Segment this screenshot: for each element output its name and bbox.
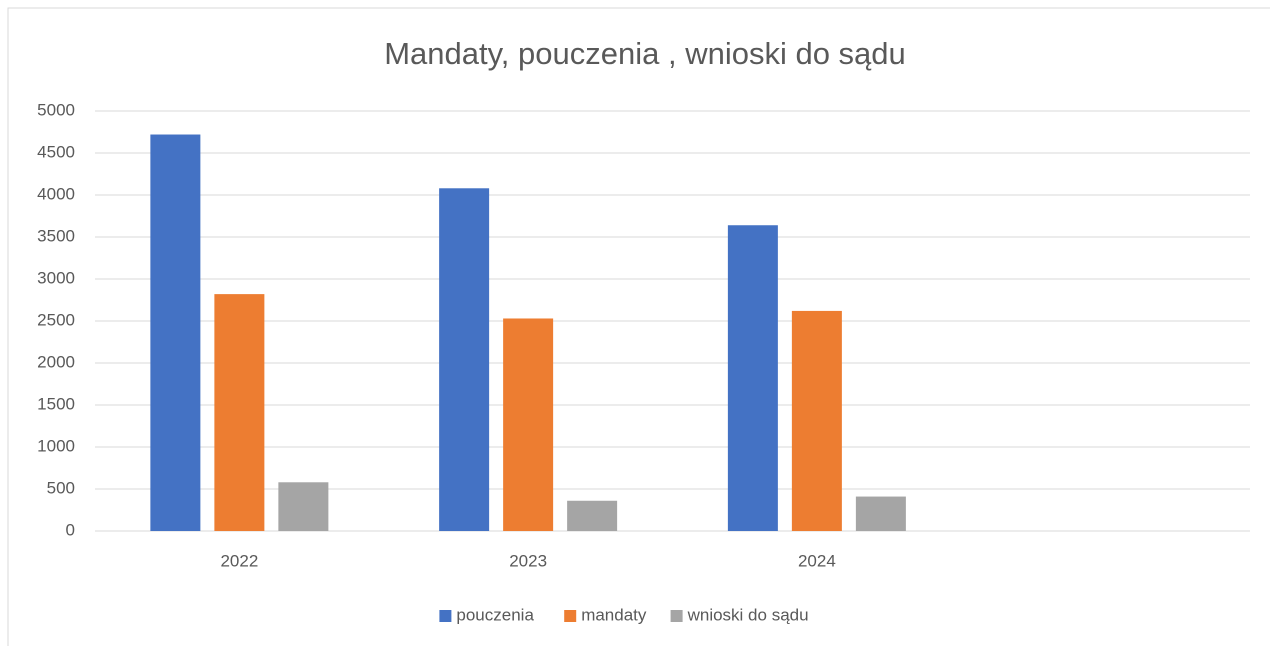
x-tick-label: 2024	[798, 551, 836, 570]
bar	[567, 500, 618, 531]
y-tick-label: 2500	[37, 310, 75, 329]
y-tick-label: 1500	[37, 394, 75, 413]
y-tick-label: 3500	[37, 226, 75, 245]
chart-title: Mandaty, pouczenia , wnioski do sądu	[384, 36, 906, 71]
bar	[503, 318, 554, 531]
y-tick-label: 0	[66, 520, 75, 539]
legend-label: wnioski do sądu	[687, 605, 809, 624]
y-tick-label: 4500	[37, 142, 75, 161]
bar	[855, 496, 906, 531]
bar	[791, 310, 842, 531]
legend-swatch	[564, 610, 577, 622]
bar	[150, 134, 201, 531]
y-tick-label: 1000	[37, 436, 75, 455]
legend-swatch	[670, 610, 683, 622]
y-tick-label: 500	[47, 478, 75, 497]
bar	[727, 225, 778, 532]
y-tick-label: 4000	[37, 184, 75, 203]
bar	[439, 188, 490, 531]
legend-swatch	[439, 610, 452, 622]
y-tick-label: 3000	[37, 268, 75, 287]
bar	[214, 294, 265, 531]
x-tick-label: 2023	[509, 551, 547, 570]
x-tick-label: 2022	[220, 551, 258, 570]
legend-label: pouczenia	[456, 605, 534, 624]
y-tick-label: 5000	[37, 100, 75, 119]
bar	[278, 482, 329, 531]
legend-label: mandaty	[581, 605, 647, 624]
y-tick-label: 2000	[37, 352, 75, 371]
